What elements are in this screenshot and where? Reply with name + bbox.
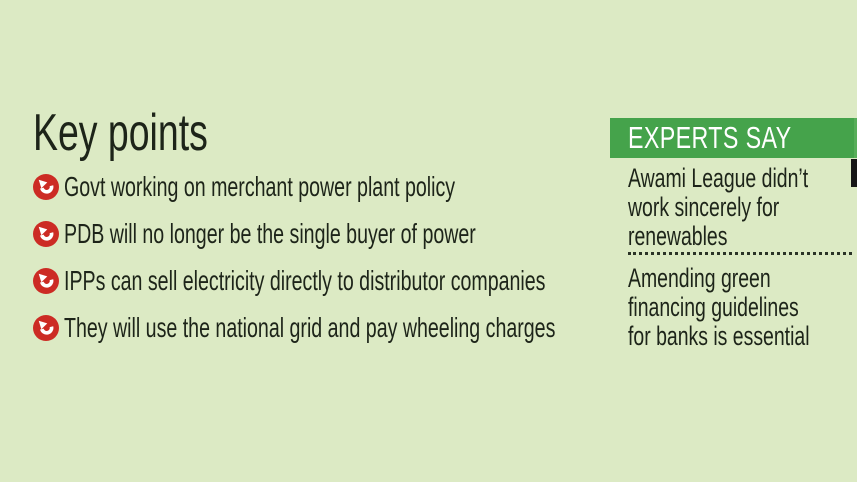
quote-line: work sincerely for	[628, 193, 857, 222]
cropped-edge-mark	[851, 159, 857, 187]
experts-say-banner: EXPERTS SAY	[610, 118, 857, 158]
quote-line: financing guidelines	[628, 293, 857, 322]
expert-quote-2: Amending green financing guidelines for …	[628, 264, 857, 351]
curved-arrow-icon	[33, 173, 59, 200]
key-point-text: Govt working on merchant power plant pol…	[64, 170, 456, 202]
list-item: They will use the national grid and pay …	[33, 304, 766, 351]
quote-line-text: renewables	[628, 221, 728, 251]
quote-line: renewables	[628, 222, 857, 251]
experts-say-label: EXPERTS SAY	[628, 120, 792, 155]
banner-edge-strip	[854, 118, 857, 158]
quote-line-text: for banks is essential	[628, 321, 810, 351]
key-point-text: IPPs can sell electricity directly to di…	[64, 264, 546, 296]
curved-arrow-icon	[33, 314, 59, 341]
key-point-text: They will use the national grid and pay …	[64, 311, 556, 343]
dotted-divider	[628, 252, 852, 255]
quote-line: Amending green	[628, 264, 857, 293]
page-title: Key points	[33, 106, 276, 160]
list-item: IPPs can sell electricity directly to di…	[33, 257, 766, 304]
expert-quote-1: Awami League didn’t work sincerely for r…	[628, 164, 857, 251]
quote-line: Awami League didn’t	[628, 164, 857, 193]
curved-arrow-icon	[33, 220, 59, 247]
curved-arrow-icon	[33, 267, 59, 294]
page-title-text: Key points	[33, 104, 208, 162]
quote-line-text: Awami League didn’t	[628, 163, 809, 193]
list-item: Govt working on merchant power plant pol…	[33, 163, 766, 210]
quote-line-text: financing guidelines	[628, 292, 799, 322]
quote-line-text: work sincerely for	[628, 192, 780, 222]
list-item: PDB will no longer be the single buyer o…	[33, 210, 766, 257]
key-points-list: Govt working on merchant power plant pol…	[33, 163, 766, 351]
quote-line: for banks is essential	[628, 322, 857, 351]
key-point-text: PDB will no longer be the single buyer o…	[64, 217, 476, 249]
quote-line-text: Amending green	[628, 263, 771, 293]
